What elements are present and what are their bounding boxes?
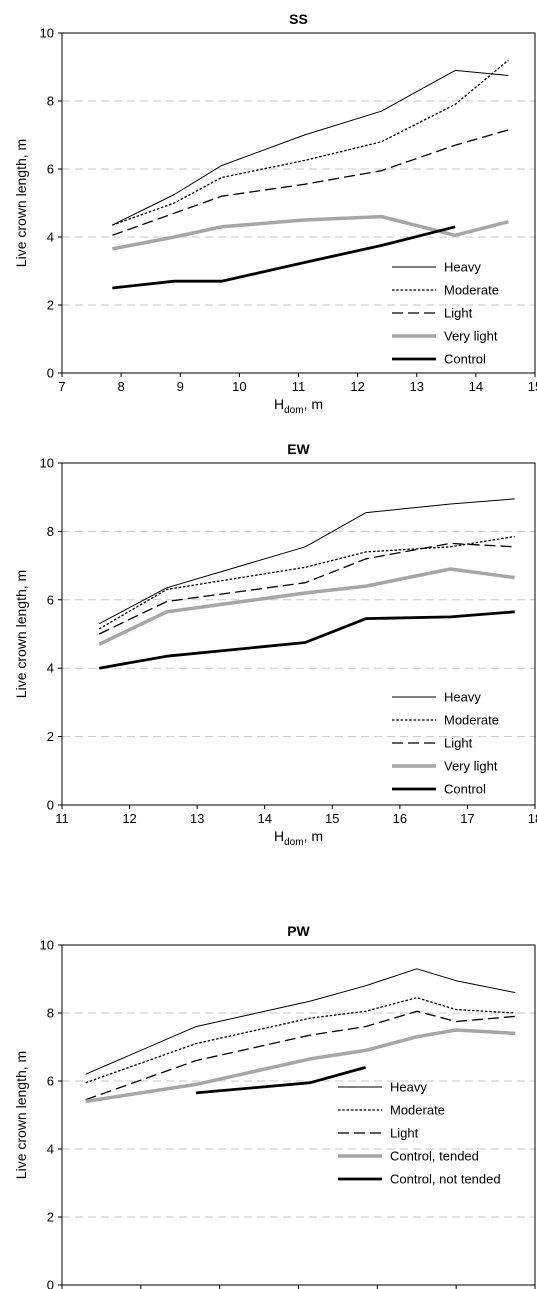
legend-label: Heavy — [444, 690, 481, 705]
y-tick-label: 6 — [47, 162, 54, 177]
plot-frame — [61, 462, 536, 806]
y-axis-label: Live crown length, m — [13, 139, 29, 267]
y-tick-label: 2 — [47, 729, 54, 744]
legend-label: Moderate — [444, 283, 499, 298]
y-tick-label: 6 — [47, 592, 54, 607]
x-tick-label: 15 — [528, 379, 537, 394]
y-tick-label: 10 — [40, 938, 54, 953]
series-line-control-tended — [85, 1028, 516, 1104]
legend-label: Light — [444, 306, 473, 321]
x-tick-label: 13 — [410, 379, 424, 394]
legend-label: Very light — [444, 329, 498, 344]
legend-label: Control, tended — [390, 1149, 479, 1164]
series-line-control-not-tended — [195, 1066, 366, 1095]
plot-frame — [61, 944, 536, 1286]
y-tick-label: 2 — [47, 1210, 54, 1225]
series-line-heavy — [112, 69, 509, 226]
series-line-moderate — [85, 997, 516, 1084]
series-line-heavy — [85, 968, 516, 1075]
x-tick-label: 12 — [122, 811, 136, 826]
y-tick-label: 10 — [40, 26, 54, 41]
legend: Heavy Moderate Light Control, tended Control… — [338, 1080, 501, 1187]
legend-label: Moderate — [390, 1103, 445, 1118]
x-tick-label: 13 — [190, 811, 204, 826]
y-tick-label: 0 — [47, 366, 54, 381]
x-tick-label: 8 — [118, 379, 125, 394]
y-tick-label: 10 — [40, 456, 54, 471]
series-line-very-light — [98, 567, 515, 646]
x-tick-label: 9 — [177, 379, 184, 394]
x-tick-label: 14 — [469, 379, 483, 394]
x-tick-label: 11 — [292, 379, 306, 394]
chart-ew: 0 2 4 6 8 10 11 12 13 14 15 16 17 18 EW Hdom, m Live cro… — [13, 441, 537, 848]
series-line-control — [112, 225, 456, 290]
legend: Heavy Moderate Light Very light Control — [392, 260, 499, 367]
series-line-very-light — [111, 214, 509, 251]
x-tick-label: 12 — [350, 379, 364, 394]
legend-label: Heavy — [390, 1080, 427, 1095]
x-tick-label: 18 — [528, 811, 537, 826]
y-axis-label: Live crown length, m — [13, 570, 29, 698]
legend: Heavy Moderate Light Very light Control — [392, 690, 499, 797]
chart-title: PW — [287, 923, 310, 939]
series-line-heavy — [98, 498, 515, 625]
x-tick-label: 16 — [393, 811, 407, 826]
chart-title: EW — [287, 441, 310, 457]
y-tick-label: 4 — [47, 1142, 54, 1157]
x-tick-label: 17 — [460, 811, 474, 826]
y-tick-label: 6 — [47, 1074, 54, 1089]
legend-label: Heavy — [444, 260, 481, 275]
legend-label: Light — [390, 1126, 419, 1141]
legend-label: Very light — [444, 759, 498, 774]
series-line-moderate — [98, 535, 515, 630]
series-line-moderate — [112, 59, 509, 226]
x-tick-label: 11 — [55, 811, 69, 826]
x-axis-label: Hdom, m — [274, 828, 323, 848]
x-tick-label: 10 — [232, 379, 246, 394]
legend-label: Control — [444, 782, 486, 797]
chart-title: SS — [289, 11, 308, 27]
series-line-light — [85, 1010, 516, 1101]
y-tick-label: 4 — [47, 230, 54, 245]
y-tick-label: 2 — [47, 298, 54, 313]
x-tick-label: 14 — [257, 811, 271, 826]
series-line-control — [98, 610, 515, 670]
y-tick-label: 8 — [47, 1006, 54, 1021]
y-axis-label: Live crown length, m — [13, 1051, 29, 1179]
x-tick-label: 15 — [325, 811, 339, 826]
y-tick-label: 8 — [47, 524, 54, 539]
x-tick-label: 7 — [58, 379, 65, 394]
legend-label: Moderate — [444, 713, 499, 728]
plot-frame — [61, 32, 536, 374]
y-tick-label: 4 — [47, 661, 54, 676]
y-tick-label: 8 — [47, 94, 54, 109]
chart-ss: 0 2 4 6 8 10 7 8 9 10 11 12 13 14 15 SS Hdom, m Live crow… — [13, 11, 537, 416]
x-axis-label: Hdom, m — [274, 396, 323, 416]
legend-label: Light — [444, 736, 473, 751]
y-tick-label: 0 — [47, 798, 54, 813]
series-line-light — [112, 129, 509, 236]
legend-label: Control — [444, 352, 486, 367]
y-tick-label: 0 — [47, 1278, 54, 1289]
legend-label: Control, not tended — [390, 1172, 501, 1187]
series-line-light — [98, 542, 515, 635]
